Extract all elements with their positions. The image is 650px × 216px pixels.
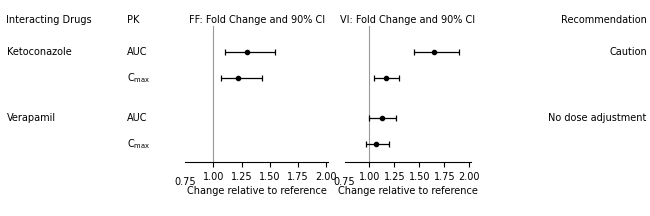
Text: No dose adjustment: No dose adjustment [549, 113, 647, 122]
Text: FF: Fold Change and 90% CI: FF: Fold Change and 90% CI [188, 15, 325, 25]
Text: Ketoconazole: Ketoconazole [6, 47, 72, 57]
Text: $\mathregular{C_{max}}$: $\mathregular{C_{max}}$ [127, 71, 150, 85]
Text: AUC: AUC [127, 113, 148, 122]
Text: Verapamil: Verapamil [6, 113, 56, 122]
Text: Caution: Caution [609, 47, 647, 57]
Text: Interacting Drugs: Interacting Drugs [6, 15, 92, 25]
Text: PK: PK [127, 15, 139, 25]
Text: Recommendation: Recommendation [561, 15, 647, 25]
X-axis label: Change relative to reference: Change relative to reference [187, 186, 327, 196]
X-axis label: Change relative to reference: Change relative to reference [338, 186, 478, 196]
Text: 0.75: 0.75 [333, 177, 356, 187]
Text: VI: Fold Change and 90% CI: VI: Fold Change and 90% CI [341, 15, 475, 25]
Text: 0.75: 0.75 [174, 177, 196, 187]
Text: $\mathregular{C_{max}}$: $\mathregular{C_{max}}$ [127, 137, 150, 151]
Text: AUC: AUC [127, 47, 148, 57]
